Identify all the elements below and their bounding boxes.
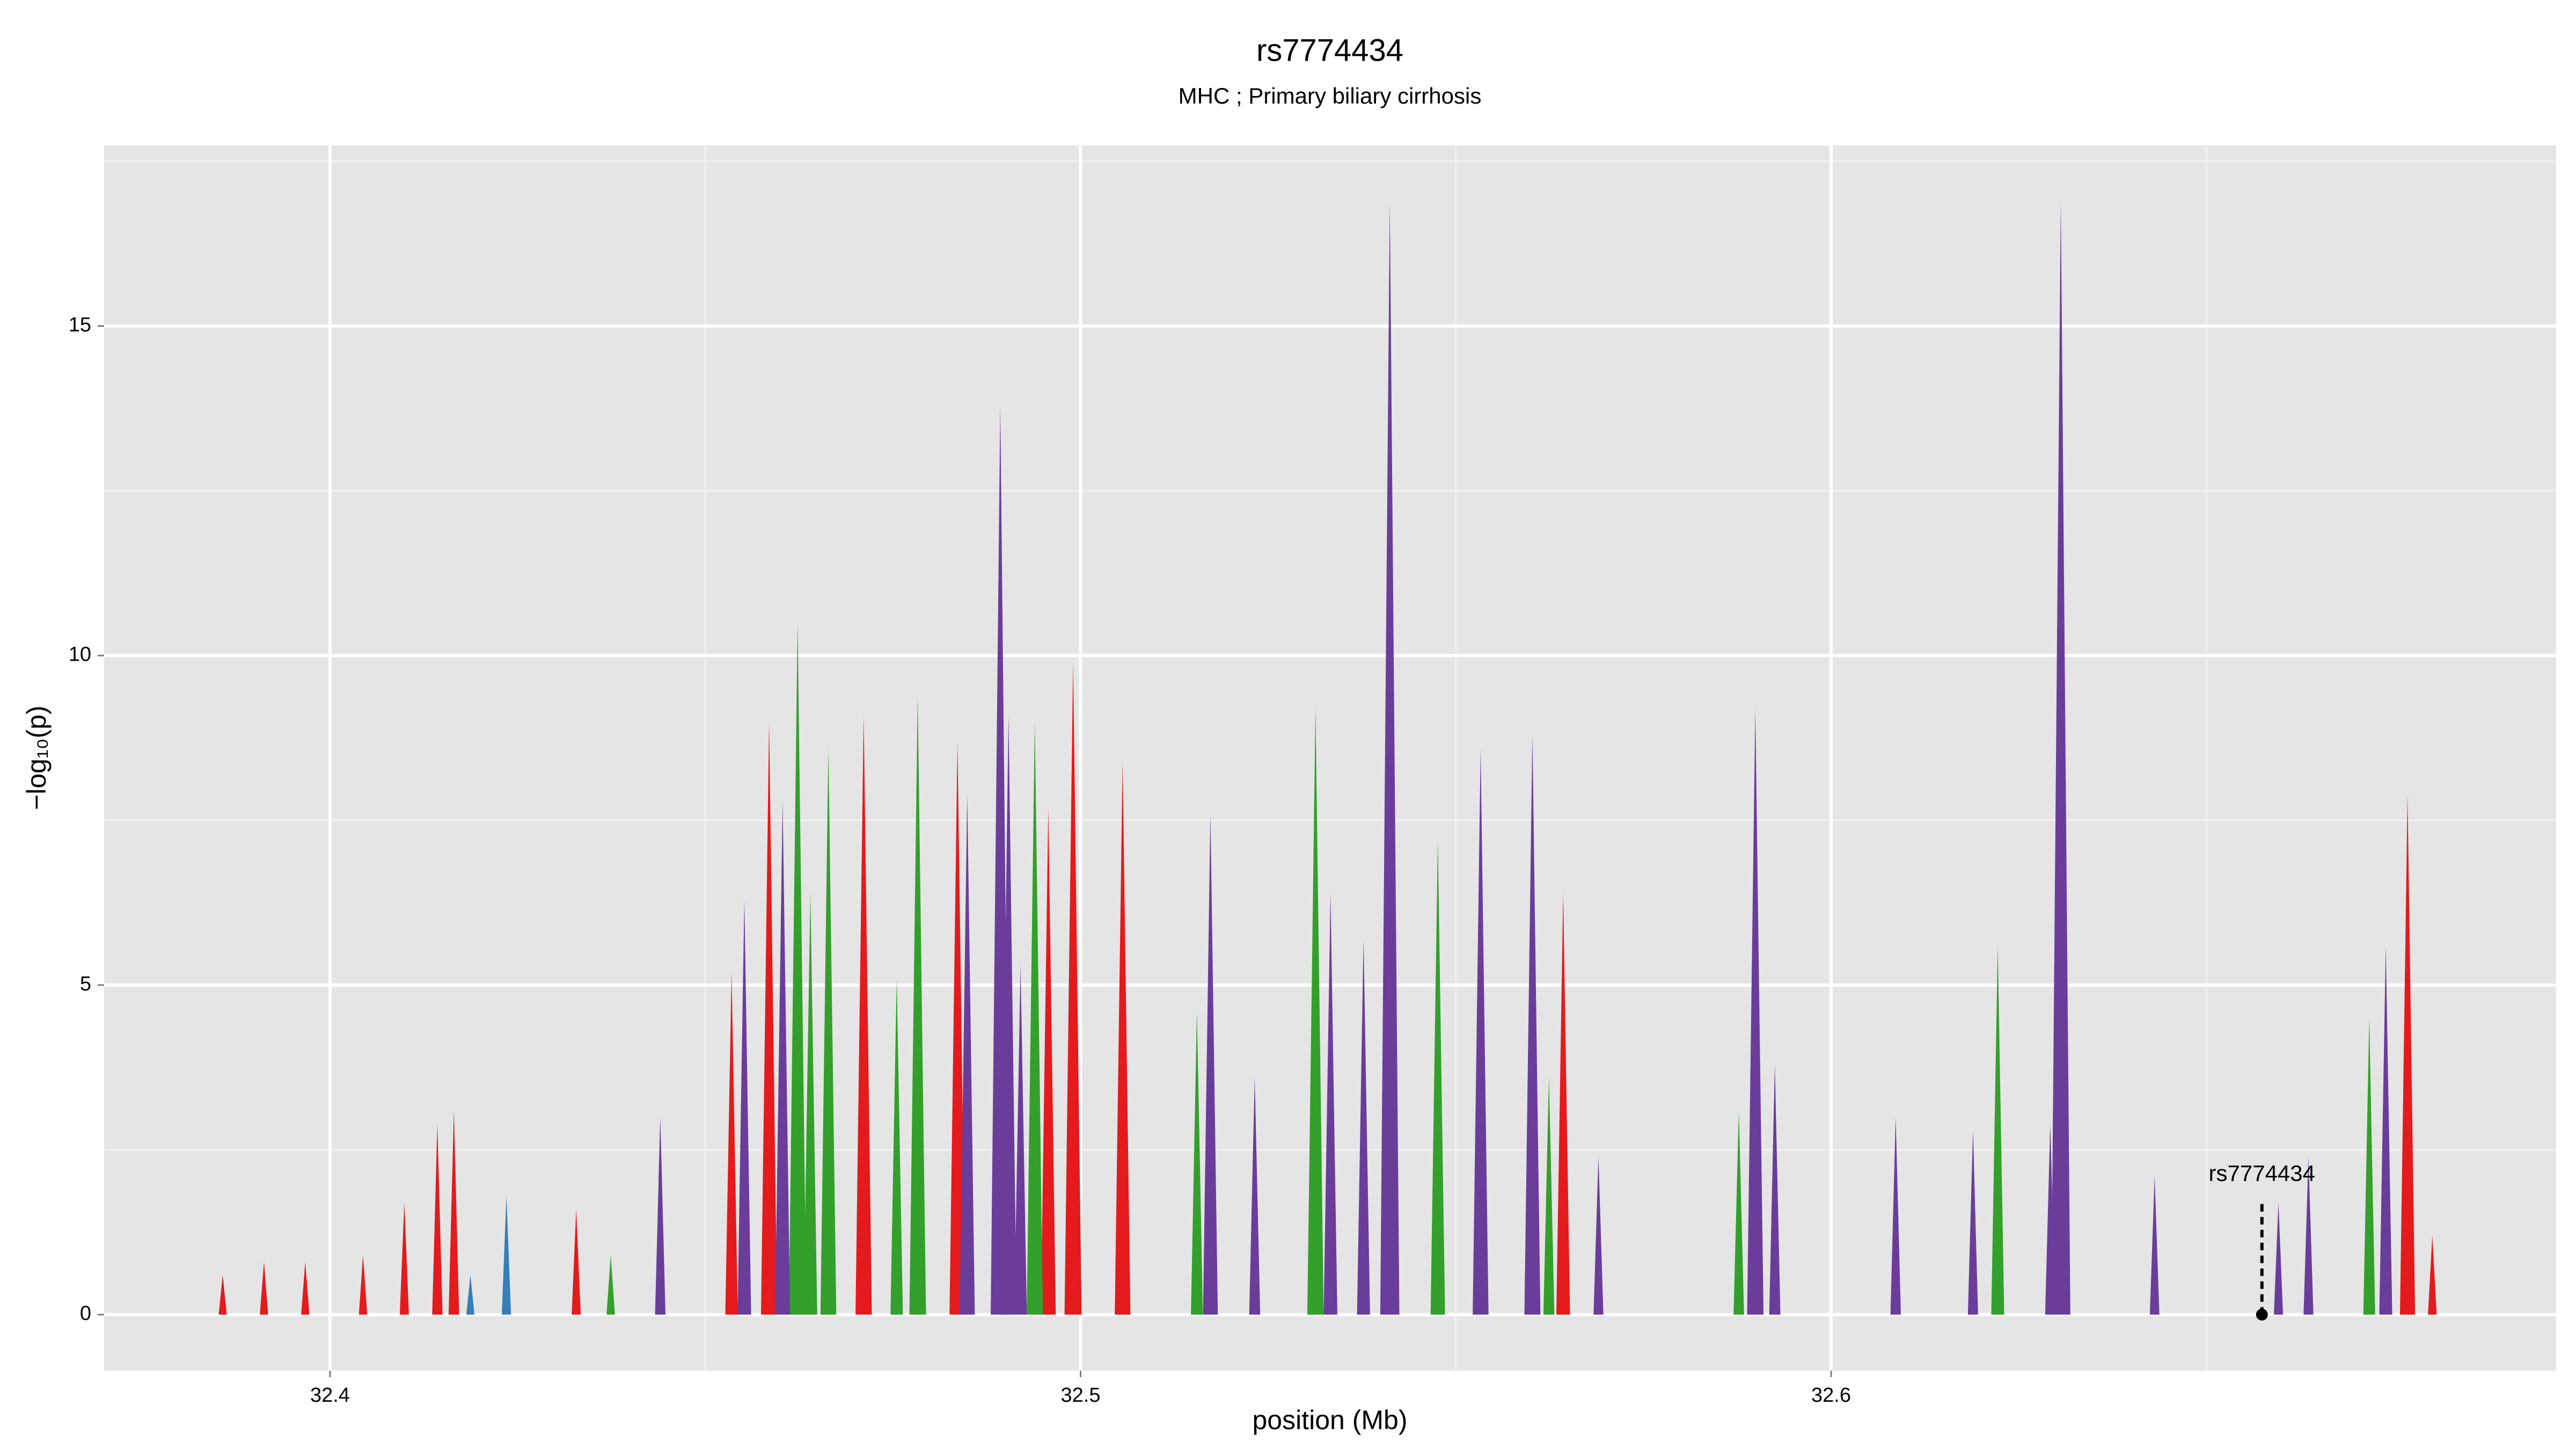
area-spike — [655, 1117, 666, 1315]
area-spike — [1064, 662, 1082, 1315]
annotation-label: rs7774434 — [2209, 1161, 2316, 1186]
area-spike — [1249, 1077, 1261, 1315]
area-spike — [890, 978, 903, 1315]
area-spike — [1357, 939, 1370, 1315]
area-spike — [803, 892, 817, 1315]
area-spike — [1747, 708, 1764, 1315]
area-spike — [1769, 1064, 1781, 1315]
area-spike — [1967, 1130, 1978, 1315]
area-spike — [2051, 201, 2070, 1315]
area-spike — [2379, 945, 2392, 1315]
y-tick-label: 0 — [80, 1302, 91, 1325]
area-spike — [1733, 1110, 1744, 1315]
x-tick-label: 32.5 — [1061, 1384, 1101, 1407]
area-spike — [2363, 1018, 2375, 1315]
area-spike — [2428, 1235, 2437, 1315]
area-spike — [1430, 840, 1445, 1315]
area-spike — [399, 1202, 409, 1315]
area-spike — [1473, 748, 1489, 1315]
area-spike — [1307, 708, 1324, 1315]
area-spike — [1991, 945, 2004, 1315]
area-spike — [1027, 721, 1043, 1315]
area-spike — [1115, 761, 1131, 1315]
x-tick-label: 32.6 — [1811, 1384, 1851, 1407]
area-spike — [1323, 892, 1337, 1315]
area-spike — [1380, 201, 1400, 1315]
area-spike — [1556, 892, 1570, 1315]
area-spike — [218, 1275, 227, 1315]
area-spike — [2149, 1176, 2160, 1315]
area-spike — [775, 800, 791, 1315]
area-spike — [909, 695, 926, 1315]
area-spike — [358, 1255, 368, 1315]
y-axis-label: −log₁₀(p) — [21, 706, 52, 810]
area-spike — [572, 1209, 581, 1315]
y-tick-label: 5 — [80, 973, 91, 996]
area-spike — [1890, 1117, 1901, 1315]
area-spike — [260, 1262, 268, 1315]
area-spike — [1041, 807, 1056, 1315]
chart-title: rs7774434 — [1256, 33, 1403, 68]
area-spike — [501, 1196, 511, 1315]
y-tick-label: 15 — [69, 314, 91, 336]
area-spike — [1014, 965, 1027, 1315]
area-spike — [1000, 715, 1017, 1315]
area-spike — [2399, 794, 2416, 1315]
area-spike — [448, 1110, 459, 1315]
area-spike — [606, 1255, 615, 1315]
area-spike — [2274, 1202, 2284, 1315]
area-spike — [1543, 1077, 1555, 1315]
area-spike — [855, 715, 872, 1315]
area-spike — [466, 1275, 475, 1315]
area-spike — [301, 1262, 310, 1315]
area-spike — [949, 741, 965, 1315]
area-spike — [1191, 1011, 1203, 1315]
area-spike — [788, 623, 807, 1315]
area-spike — [737, 899, 751, 1315]
area-spike — [2303, 1156, 2314, 1315]
area-spike — [1524, 734, 1541, 1315]
area-spike — [432, 1123, 443, 1315]
area-spike — [725, 972, 738, 1315]
x-tick-label: 32.4 — [310, 1384, 350, 1407]
area-spike — [760, 721, 778, 1315]
chart-subtitle: MHC ; Primary biliary cirrhosis — [1179, 83, 1482, 108]
y-tick-label: 10 — [69, 643, 91, 666]
x-axis-label: position (Mb) — [1253, 1405, 1408, 1435]
area-spike — [820, 748, 837, 1315]
annotation-point — [2256, 1308, 2268, 1321]
area-spike — [1593, 1156, 1604, 1315]
area-spike — [960, 794, 975, 1315]
area-spike — [1203, 814, 1218, 1315]
